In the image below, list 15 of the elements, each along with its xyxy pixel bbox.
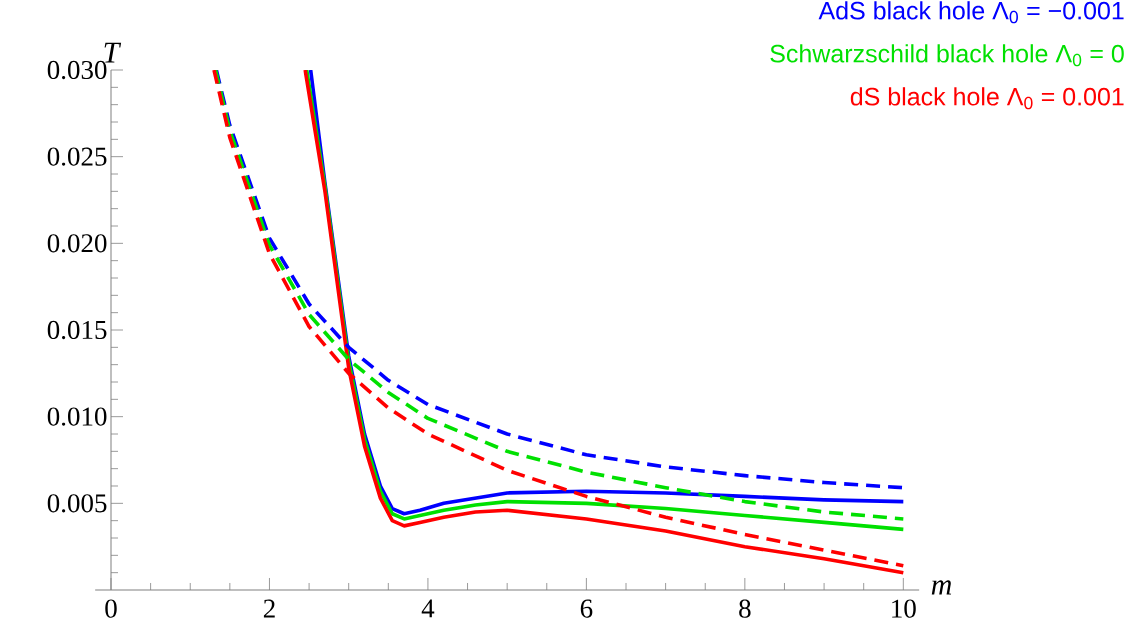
x-tick-label: 4: [421, 599, 435, 618]
x-tick-label: 10: [892, 599, 916, 618]
y-tick-label: 0.010: [47, 407, 107, 426]
y-tick-label: 0.015: [47, 320, 107, 340]
y-tick-label: 0.005: [47, 494, 107, 513]
x-tick-label: 8: [739, 599, 751, 618]
x-tick-label: 0: [105, 599, 117, 618]
x-axis-title: m: [931, 580, 952, 595]
y-tick-label: 0.020: [47, 234, 107, 253]
text: AdS black hole Λ$_{0}$ = −0.001: [818, 1, 1124, 24]
x-tick-label: 2: [263, 599, 275, 618]
text: dS black hole Λ$_{0}$ = 0.001: [850, 87, 1124, 110]
x-tick-label: 6: [580, 599, 593, 618]
text: Schwarzschild black hole Λ$_{0}$ = 0: [770, 44, 1124, 67]
y-tick-label: 0.025: [47, 147, 107, 166]
